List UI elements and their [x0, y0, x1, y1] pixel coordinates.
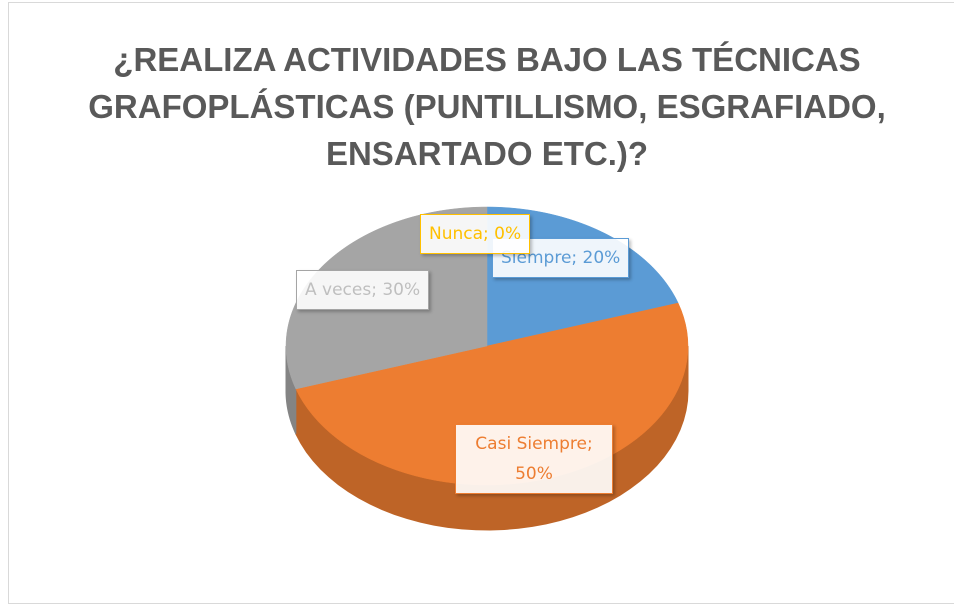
data-label: A veces; 30% — [296, 270, 430, 310]
data-label: Casi Siempre; 50% — [455, 424, 613, 494]
data-label: Nunca; 0% — [420, 214, 531, 254]
chart: ¿REALIZA ACTIVIDADES BAJO LAS TÉCNICAS G… — [8, 2, 954, 604]
chart-title: ¿REALIZA ACTIVIDADES BAJO LAS TÉCNICAS G… — [88, 41, 886, 172]
